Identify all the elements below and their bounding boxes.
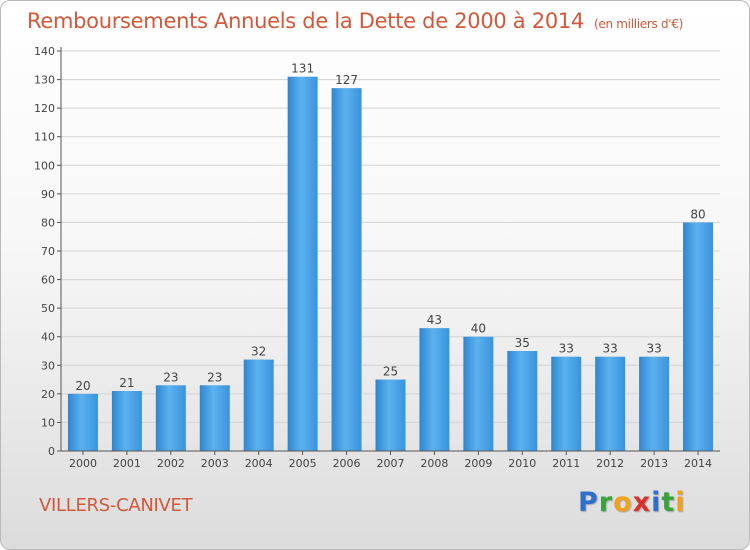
- x-tick-label: 2008: [420, 457, 448, 470]
- title-text: Remboursements Annuels de la Dette de 20…: [27, 9, 584, 33]
- y-tick-label: 20: [41, 388, 55, 401]
- y-tick-label: 70: [41, 245, 55, 258]
- y-tick-label: 80: [41, 216, 55, 229]
- bar: [375, 379, 406, 451]
- x-tick-label: 2004: [245, 457, 273, 470]
- logo-letter: x: [632, 487, 652, 518]
- x-tick-label: 2005: [289, 457, 317, 470]
- bar: [155, 385, 186, 451]
- bar: [683, 222, 714, 451]
- y-tick-label: 30: [41, 359, 55, 372]
- bar-value-label: 131: [291, 62, 314, 76]
- y-tick-label: 120: [34, 102, 55, 115]
- x-tick-label: 2013: [640, 457, 668, 470]
- proxiti-logo: Proxiti: [578, 487, 686, 518]
- logo-letter: t: [661, 487, 676, 518]
- x-tick-label: 2011: [552, 457, 580, 470]
- bar: [287, 76, 318, 451]
- bar: [551, 356, 582, 451]
- y-tick-label: 10: [41, 416, 55, 429]
- bar: [507, 351, 538, 451]
- chart-title: Remboursements Annuels de la Dette de 20…: [27, 9, 683, 33]
- x-tick-label: 2000: [69, 457, 97, 470]
- x-tick-label: 2010: [508, 457, 536, 470]
- bar-value-label: 21: [119, 376, 134, 390]
- bar: [243, 359, 274, 451]
- bar: [199, 385, 230, 451]
- bar: [463, 336, 494, 451]
- bar: [639, 356, 670, 451]
- bar-value-label: 80: [690, 207, 705, 221]
- y-tick-label: 110: [34, 131, 55, 144]
- bar-value-label: 23: [207, 370, 222, 384]
- y-tick-label: 40: [41, 331, 55, 344]
- bar-value-label: 33: [646, 342, 661, 356]
- bar-value-label: 32: [251, 345, 266, 359]
- bar-value-label: 20: [75, 379, 90, 393]
- bar-value-label: 35: [515, 336, 530, 350]
- unit-label: (en milliers d'€): [594, 17, 684, 31]
- x-tick-label: 2006: [333, 457, 361, 470]
- bar-value-label: 25: [383, 365, 398, 379]
- y-tick-label: 0: [48, 445, 55, 458]
- x-tick-label: 2007: [377, 457, 405, 470]
- bar-value-label: 43: [427, 313, 442, 327]
- logo-letter: o: [613, 487, 633, 518]
- bar-value-label: 33: [603, 342, 618, 356]
- labels: 0 10 20 30 40 50 60 70 80 90 100 110 120 130 140 20 2000…: [34, 45, 712, 470]
- axes: [57, 47, 720, 455]
- bar: [595, 356, 626, 451]
- logo-letter: i: [651, 487, 662, 518]
- bar: [67, 393, 98, 451]
- y-tick-label: 140: [34, 45, 55, 58]
- x-tick-label: 2012: [596, 457, 624, 470]
- bar: [419, 328, 450, 451]
- y-tick-label: 90: [41, 188, 55, 201]
- y-tick-label: 50: [41, 302, 55, 315]
- x-tick-label: 2001: [113, 457, 141, 470]
- bar-value-label: 40: [471, 322, 486, 336]
- bar: [111, 391, 142, 451]
- x-tick-label: 2009: [464, 457, 492, 470]
- bar-value-label: 23: [163, 370, 178, 384]
- logo-letter: r: [598, 487, 614, 518]
- bar-value-label: 127: [335, 73, 358, 87]
- x-tick-label: 2002: [157, 457, 185, 470]
- y-tick-label: 100: [34, 159, 55, 172]
- x-tick-label: 2003: [201, 457, 229, 470]
- logo-letter: P: [578, 487, 599, 518]
- logo-letter: i: [675, 487, 686, 518]
- y-tick-label: 60: [41, 274, 55, 287]
- bar-value-label: 33: [559, 342, 574, 356]
- y-tick-label: 130: [34, 74, 55, 87]
- commune-name: VILLERS-CANIVET: [39, 495, 193, 516]
- bars: [67, 76, 714, 452]
- bar: [331, 88, 362, 452]
- x-tick-label: 2014: [684, 457, 712, 470]
